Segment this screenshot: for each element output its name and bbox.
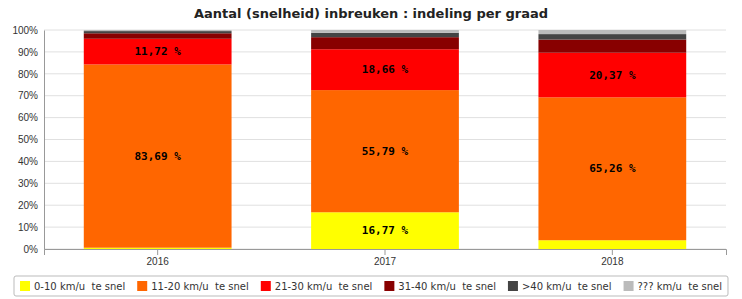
grid xyxy=(44,30,726,249)
bar-segment xyxy=(84,64,232,247)
bar-segment xyxy=(311,30,459,33)
tick-label: 20% xyxy=(18,200,38,211)
data-label: 16,77 % xyxy=(362,224,409,237)
bar-segment xyxy=(84,31,232,33)
data-label: 18,66 % xyxy=(362,63,409,76)
bar-segment xyxy=(84,39,232,65)
bar-segment xyxy=(538,97,686,240)
legend-item: ??? km/u te snel xyxy=(624,281,722,292)
tick-label: 2018 xyxy=(601,256,624,267)
x-axis: 2016 2017 2018 xyxy=(45,249,727,267)
bar-segment xyxy=(538,40,686,53)
data-label: 11,72 % xyxy=(134,45,181,58)
tick-label: 100% xyxy=(12,25,38,36)
y-axis: 0% 10% 20% 30% 40% 50% 60% 70% 80% 90% 100% xyxy=(12,25,44,255)
tick: 90% xyxy=(18,47,44,58)
legend-swatch xyxy=(20,281,30,291)
plot: 0%10%20%30%40%50%60%70%80%90%100%2016201… xyxy=(12,25,726,267)
tick-mark xyxy=(157,249,158,255)
tick-label: 50% xyxy=(18,134,38,145)
tick-label: 10% xyxy=(18,222,38,233)
tick-mark xyxy=(385,249,386,255)
tick: 100% xyxy=(12,25,44,36)
bar-segment xyxy=(538,30,686,34)
tick-label: 30% xyxy=(18,178,38,189)
tick: 30% xyxy=(18,178,44,189)
legend-label: 11-20 km/u te snel xyxy=(151,281,249,292)
bar-segment xyxy=(311,212,459,249)
tick: 70% xyxy=(18,90,44,101)
legend-item: 21-30 km/u te snel xyxy=(261,281,373,292)
legend-label: 31-40 km/u te snel xyxy=(398,281,496,292)
legend-swatch xyxy=(137,281,147,291)
bar-segment xyxy=(84,33,232,38)
tick: 2017 xyxy=(374,249,397,267)
legend-swatch xyxy=(508,281,518,291)
title: Aantal (snelheid) inbreuken : indeling p… xyxy=(194,6,548,21)
tick: 0% xyxy=(24,244,44,255)
bar-segment xyxy=(538,53,686,98)
tick: 40% xyxy=(18,156,44,167)
data-labels: 83,69 % 11,72 % 16,77 % 55,79 % 18,66 % 65,26… xyxy=(134,45,635,237)
tick-mark xyxy=(612,249,613,255)
legend-item: 0-10 km/u te snel xyxy=(20,281,125,292)
bar-segment xyxy=(84,248,232,249)
tick-label: 60% xyxy=(18,112,38,123)
bar-segment xyxy=(311,49,459,90)
tick: 10% xyxy=(18,222,44,233)
legend-label: 0-10 km/u te snel xyxy=(34,281,125,292)
bar-segment xyxy=(84,30,232,31)
data-label: 83,69 % xyxy=(134,150,181,163)
legend-swatch xyxy=(261,281,271,291)
legend-item: 31-40 km/u te snel xyxy=(384,281,496,292)
tick-label: 70% xyxy=(18,90,38,101)
tick-label: 40% xyxy=(18,156,38,167)
bar-segment xyxy=(311,37,459,49)
legend-label: >40 km/u te snel xyxy=(522,281,612,292)
data-label: 65,26 % xyxy=(589,162,636,175)
legend-item: >40 km/u te snel xyxy=(508,281,612,292)
tick: 50% xyxy=(18,134,44,145)
tick-label: 80% xyxy=(18,69,38,80)
legend-item: 11-20 km/u te snel xyxy=(137,281,249,292)
legend-label: 21-30 km/u te snel xyxy=(275,281,373,292)
legend-frame xyxy=(14,276,728,296)
axis-line xyxy=(44,31,45,250)
tick: 80% xyxy=(18,69,44,80)
tick-label: 0% xyxy=(24,244,39,255)
axis-line xyxy=(45,250,727,256)
tick: 20% xyxy=(18,200,44,211)
legend-swatch xyxy=(624,281,634,291)
tick: 2018 xyxy=(601,249,624,267)
tick-label: 2017 xyxy=(374,256,397,267)
chart: Aantal (snelheid) inbreuken : indeling p… xyxy=(0,0,742,299)
data-label: 55,79 % xyxy=(362,145,409,158)
legend-label: ??? km/u te snel xyxy=(638,281,722,292)
tick: 60% xyxy=(18,112,44,123)
legend: 0-10 km/u te snel 11-20 km/u te snel 21-30… xyxy=(14,276,728,296)
bar-segment xyxy=(311,90,459,212)
bars xyxy=(84,30,686,249)
legend-swatch xyxy=(384,281,394,291)
bar-segment xyxy=(538,34,686,39)
data-label: 20,37 % xyxy=(589,69,636,82)
tick: 2016 xyxy=(147,249,170,267)
bar-segment xyxy=(538,240,686,249)
tick-label: 2016 xyxy=(147,256,170,267)
bar-segment xyxy=(311,33,459,37)
tick-label: 90% xyxy=(18,47,38,58)
